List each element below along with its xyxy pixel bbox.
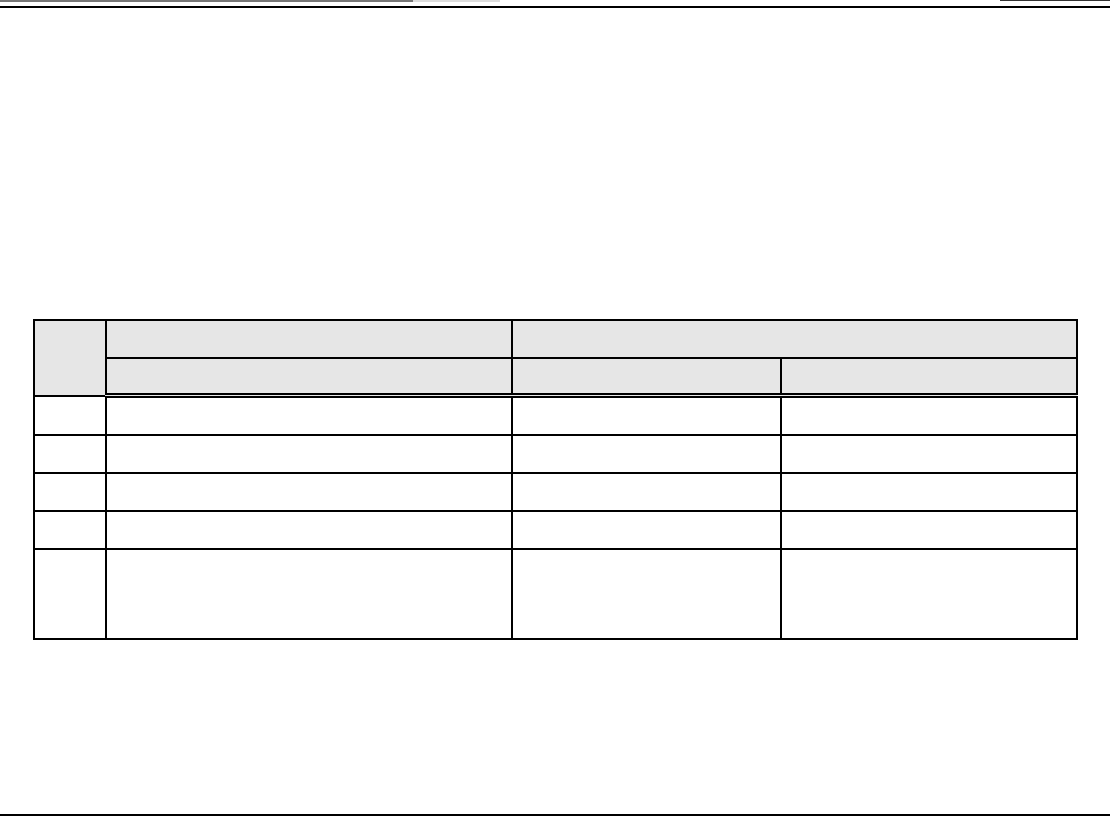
subheader-cell [780, 357, 1078, 398]
table-subheader-row [34, 357, 1078, 398]
table-cell [33, 510, 107, 550]
table-row [33, 472, 1078, 512]
table-cell [33, 394, 107, 436]
table-header-row [33, 319, 1078, 397]
table-cell [780, 510, 1078, 550]
table-cell [780, 434, 1078, 474]
footer-rule [0, 814, 1110, 816]
table-row [33, 510, 1078, 550]
header-rule [0, 6, 1110, 8]
table-cell [33, 472, 107, 512]
table-row [33, 394, 1078, 436]
table-cell [511, 434, 782, 474]
table-cell [780, 394, 1078, 436]
header-bar-segment [1000, 0, 1110, 1]
table-row [33, 434, 1078, 474]
table-cell [105, 548, 513, 640]
data-table [33, 319, 1078, 640]
table-cell [105, 434, 513, 474]
table-cell [511, 510, 782, 550]
table-cell [511, 548, 782, 640]
table-cell [511, 472, 782, 512]
table-cell [33, 548, 107, 640]
header-bar-segment [413, 0, 500, 2]
table-cell [105, 394, 513, 436]
table-cell [780, 548, 1078, 640]
table-cell [105, 472, 513, 512]
header-cell [511, 319, 1078, 359]
subheader-cell [105, 357, 513, 398]
table-cell [33, 434, 107, 474]
header-cell [105, 319, 513, 359]
table-cell [105, 510, 513, 550]
header-cell [33, 319, 107, 397]
table-cell [511, 394, 782, 436]
header-bar [0, 0, 413, 2]
subheader-cell [511, 357, 782, 398]
table-cell [780, 472, 1078, 512]
table-row [33, 548, 1078, 640]
